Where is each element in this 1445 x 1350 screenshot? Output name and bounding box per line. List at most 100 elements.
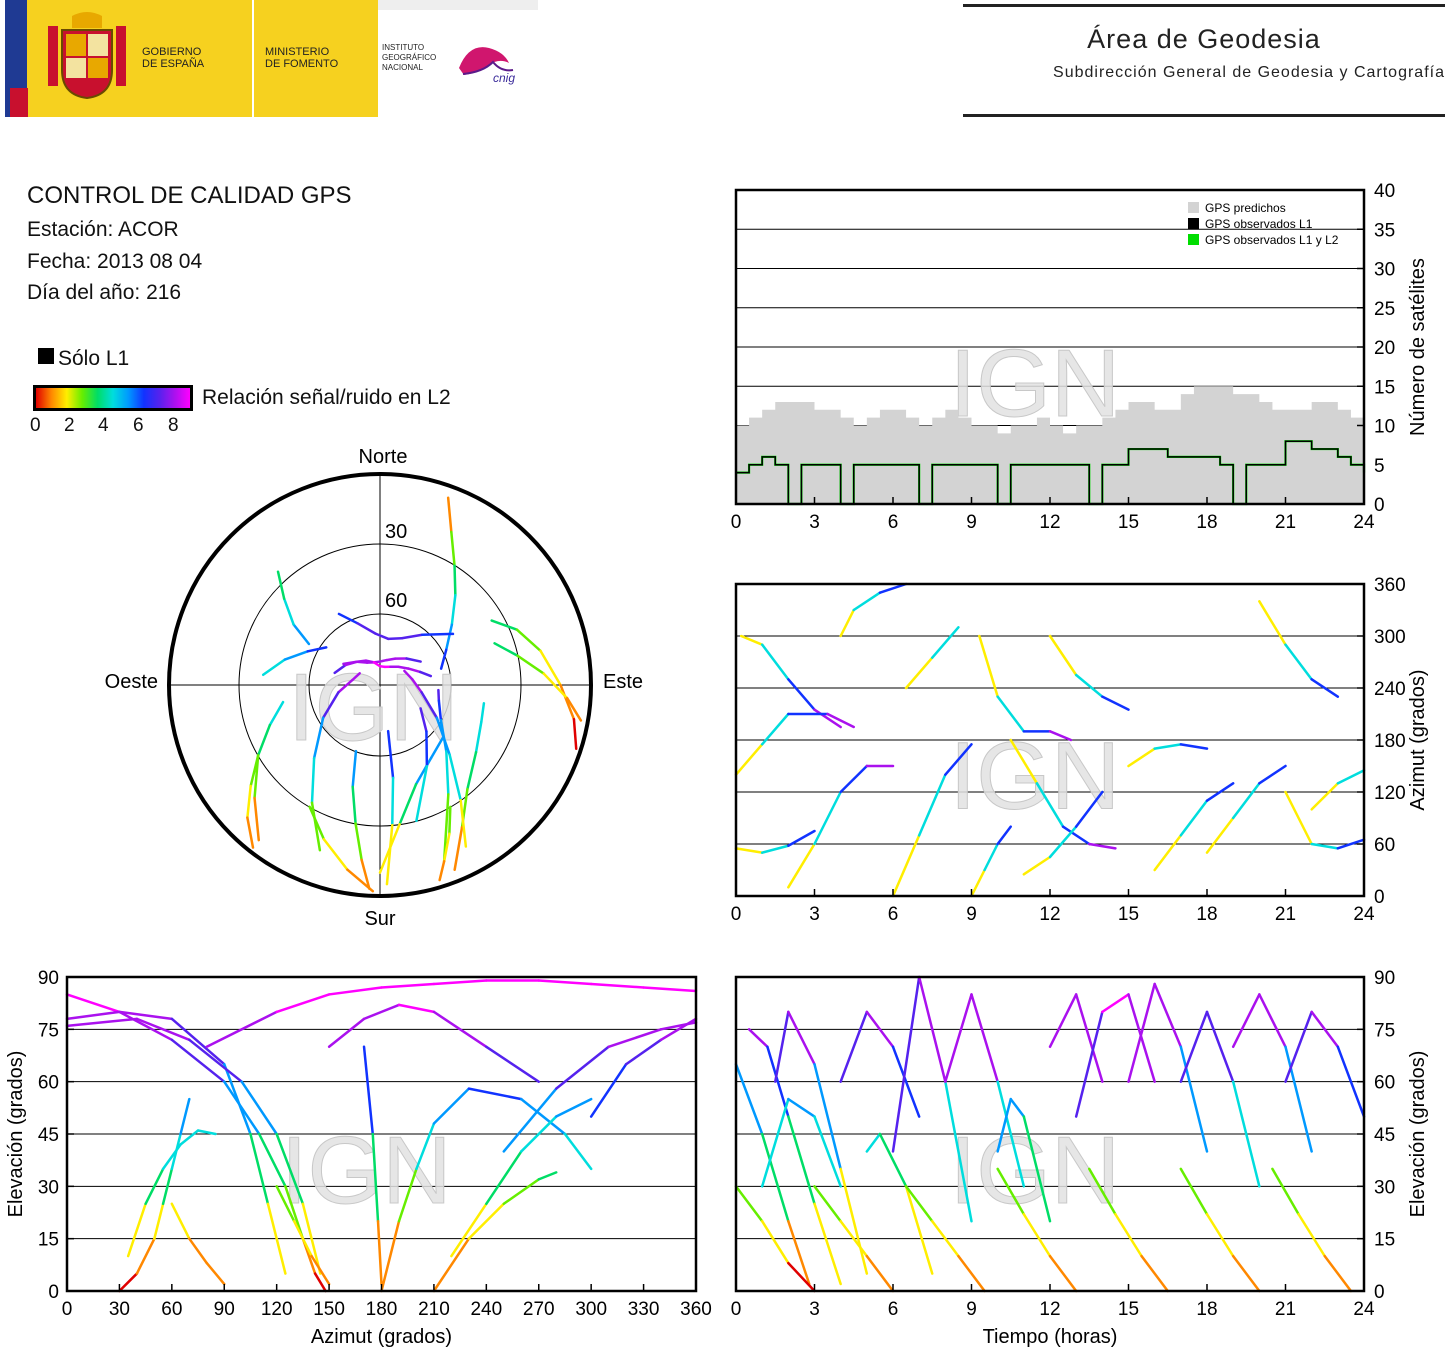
y-tick-label-5: 75 — [38, 1020, 59, 1041]
sky-track-12-seg-2 — [385, 823, 394, 886]
sky-track-13-seg-1 — [414, 756, 433, 786]
track-3-seg-1 — [787, 1010, 816, 1066]
date-label: Fecha: 2013 08 04 — [27, 250, 203, 273]
y-tick-label-5: 25 — [1374, 299, 1395, 320]
track-1-seg-3 — [223, 1062, 252, 1136]
track-5-seg-3 — [432, 1087, 471, 1125]
sky-track-7-seg-4 — [453, 825, 464, 872]
track-13-seg-0 — [362, 1045, 375, 1136]
snr-tick-0: 0 — [30, 415, 41, 436]
track-9-seg-1 — [467, 1202, 506, 1240]
sky-track-8-seg-1 — [437, 699, 443, 722]
y-tick-label-5: 75 — [1374, 1020, 1395, 1041]
track-10-seg-0 — [1074, 1010, 1104, 1118]
sky-track-9-seg-2 — [420, 691, 439, 720]
track-13-seg-0 — [1205, 816, 1235, 854]
skyplot-chart: IGN Norte Sur Este Oeste 30 60 — [105, 446, 643, 930]
solo-l1-swatch — [38, 348, 54, 364]
snr-tick-2: 2 — [64, 415, 75, 436]
y-tick-label-7: 35 — [1374, 220, 1395, 241]
track-2-seg-5 — [301, 1202, 322, 1275]
y-tick-label-2: 30 — [38, 1177, 59, 1198]
x-tick-label-0: 0 — [731, 904, 742, 925]
track-1-seg-1 — [766, 1045, 790, 1118]
track-3-seg-7 — [589, 982, 645, 989]
track-8-seg-1 — [188, 1237, 209, 1265]
east-label: Este — [603, 671, 643, 693]
watermark-text: IGN — [281, 1117, 452, 1224]
track-21-seg-1 — [1297, 1212, 1326, 1258]
track-14-seg-1 — [292, 1219, 313, 1258]
sky-track-7-seg-0 — [480, 702, 486, 724]
y-tick-label-1: 15 — [38, 1230, 59, 1251]
sky-track-2-seg-5 — [385, 657, 397, 662]
track-4-seg-3 — [432, 1010, 488, 1049]
track-2-seg-0 — [65, 1017, 139, 1028]
track-11-seg-2 — [1179, 743, 1209, 750]
sky-track-5-seg-10 — [418, 670, 433, 678]
track-4-seg-1 — [917, 773, 947, 837]
y-axis-label: Azimut (grados) — [1407, 669, 1429, 810]
x-tick-label-4: 12 — [1039, 1299, 1060, 1320]
sky-track-1-seg-0 — [337, 612, 359, 625]
track-19-seg-2 — [1140, 1254, 1169, 1293]
doy-label: Día del año: 216 — [27, 281, 182, 304]
x-tick-label-3: 9 — [966, 1299, 977, 1320]
sky-track-4-seg-2 — [542, 672, 569, 700]
sky-track-3-seg-4 — [572, 717, 578, 751]
skyplot-tracks — [246, 496, 583, 893]
track-7-seg-2 — [1061, 825, 1091, 846]
x-tick-label-0: 0 — [62, 1299, 73, 1320]
x-tick-label-7: 21 — [1275, 904, 1296, 925]
legend-swatch-2 — [1188, 234, 1199, 245]
track-1-seg-2 — [170, 1017, 226, 1066]
track-6-seg-0 — [118, 1272, 139, 1293]
track-7-seg-0 — [944, 993, 973, 1083]
sky-track-9-seg-1 — [411, 678, 423, 694]
x-tick-label-11: 330 — [628, 1299, 660, 1320]
track-17-seg-2 — [957, 1254, 986, 1293]
y-tick-label-2: 10 — [1374, 417, 1395, 438]
header-rule-top — [963, 4, 1445, 7]
track-5-seg-1 — [397, 1167, 418, 1223]
sky-track-19-seg-2 — [438, 859, 446, 882]
track-15-seg-0 — [734, 1185, 764, 1223]
sky-track-0-seg-4 — [444, 623, 454, 652]
track-11-seg-1 — [624, 1038, 663, 1066]
track-12-seg-1 — [1205, 1010, 1235, 1083]
sky-track-1-seg-4 — [400, 633, 424, 640]
ign-logo-top-band — [378, 0, 538, 10]
ring-label-30: 30 — [385, 521, 407, 543]
track-5-seg-1 — [931, 626, 960, 659]
track-1-seg-2 — [787, 1115, 816, 1206]
track-1-seg-4 — [249, 1132, 270, 1206]
eu-flag-strip — [5, 0, 27, 117]
sky-track-6-seg-1 — [256, 723, 272, 757]
plot-layer — [734, 582, 1366, 898]
track-20-seg-2 — [1231, 1254, 1261, 1293]
watermark-text: IGN — [950, 330, 1121, 437]
sky-track-14-seg-2 — [246, 816, 255, 849]
sky-track-10-seg-1 — [337, 678, 354, 694]
track-3-seg-1 — [852, 591, 882, 612]
track-18-seg-1 — [1022, 1212, 1052, 1258]
track-17-seg-0 — [904, 1185, 934, 1223]
sky-track-5-seg-8 — [396, 665, 410, 670]
track-3-seg-0 — [205, 1010, 278, 1049]
track-2-seg-2 — [813, 1115, 842, 1188]
cnig-logo-icon: cnig — [459, 47, 515, 85]
y-tick-label-4: 60 — [1374, 1073, 1395, 1094]
track-9-seg-0 — [1048, 634, 1078, 677]
track-12-seg-0 — [502, 1087, 558, 1153]
y-tick-label-3: 15 — [1374, 377, 1395, 398]
track-1-seg-1 — [760, 844, 790, 854]
west-label: Oeste — [105, 671, 158, 693]
sky-track-0-seg-0 — [446, 496, 453, 534]
x-tick-label-1: 3 — [809, 904, 820, 925]
x-tick-label-8: 24 — [1353, 512, 1375, 533]
track-0-seg-5 — [284, 1185, 305, 1240]
plot-layer — [736, 386, 1366, 506]
track-20-seg-0 — [1179, 1167, 1209, 1216]
track-0-seg-1 — [760, 1132, 790, 1223]
